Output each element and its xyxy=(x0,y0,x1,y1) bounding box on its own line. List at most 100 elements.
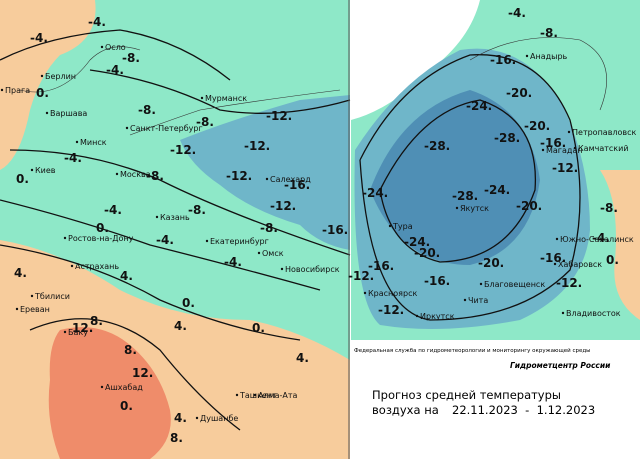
city-label: Хабаровск xyxy=(558,260,602,269)
city-label: Баку xyxy=(68,328,88,337)
isoline-label: -12. xyxy=(266,109,292,123)
isoline-label: -12. xyxy=(226,169,252,183)
city-label: Москва xyxy=(120,170,151,179)
city-dot xyxy=(155,215,159,219)
isoline-label: 8. xyxy=(124,343,137,357)
city-dot xyxy=(567,130,571,134)
city-label: Благовещенск xyxy=(484,280,545,289)
isoline-label: -8. xyxy=(188,203,206,217)
isoline-label: -12. xyxy=(170,143,196,157)
isoline-label: -20. xyxy=(524,119,550,133)
isoline-label: -28. xyxy=(452,189,478,203)
city-label: Новосибирск xyxy=(285,265,340,274)
city-label: Владивосток xyxy=(566,309,621,318)
city-label: Петропавловск xyxy=(572,128,637,137)
city-label: Казань xyxy=(160,213,190,222)
isoline-label: 4. xyxy=(296,351,309,365)
isoline-label: -12. xyxy=(348,269,374,283)
isoline-label: -4. xyxy=(88,15,106,29)
isoline-label: 8. xyxy=(170,431,183,445)
city-label: Южно-Сахалинск xyxy=(560,235,634,244)
isoline-label: -28. xyxy=(494,131,520,145)
isoline-label: -4. xyxy=(224,255,242,269)
city-dot xyxy=(30,168,34,172)
city-label: Мурманск xyxy=(205,94,247,103)
isoline-label: -4. xyxy=(64,151,82,165)
contour xyxy=(359,54,581,321)
city-label: Ашхабад xyxy=(105,383,143,392)
isoline-label: -4. xyxy=(592,231,610,245)
city-dot xyxy=(257,251,261,255)
region-warm xyxy=(600,170,640,320)
isoline-label: -20. xyxy=(414,246,440,260)
city-dot xyxy=(455,206,459,210)
coastline xyxy=(19,46,341,136)
city-dot xyxy=(541,148,545,152)
title-line2: воздуха на xyxy=(372,403,439,417)
city-dot xyxy=(30,294,34,298)
city-label: Магадан xyxy=(546,146,583,155)
isoline-label: -16. xyxy=(490,53,516,67)
contour xyxy=(9,149,351,256)
city-label: Ростов-на-Дону xyxy=(68,234,134,243)
city-dot xyxy=(235,393,239,397)
city-label: Якутск xyxy=(460,204,489,213)
city-dot xyxy=(40,74,44,78)
isoline-label: -4. xyxy=(508,6,526,20)
isoline-label: 4. xyxy=(174,319,187,333)
isoline-label: -12. xyxy=(552,161,578,175)
isoline-label: -12. xyxy=(270,199,296,213)
isoline-label: -12. xyxy=(244,139,270,153)
contour xyxy=(0,199,321,291)
isoline-label: -20. xyxy=(506,86,532,100)
isoline-label: -8. xyxy=(260,221,278,235)
city-label: Чита xyxy=(468,296,488,305)
isoline-label: -8. xyxy=(146,169,164,183)
contour xyxy=(379,99,537,263)
city-dot xyxy=(63,236,67,240)
isoline-label: 0. xyxy=(16,172,29,186)
city-dot xyxy=(415,314,419,318)
title-period: 22.11.2023 - 1.12.2023 xyxy=(452,403,595,417)
isoline-label: 0. xyxy=(606,253,619,267)
city-label: Санкт-Петербург xyxy=(130,124,203,133)
city-dot xyxy=(200,96,204,100)
city-label: Прага xyxy=(5,86,30,95)
isoline-label: -20. xyxy=(478,256,504,270)
isoline-label: -16. xyxy=(424,274,450,288)
city-label: Омск xyxy=(262,249,284,258)
isoline-label: -8. xyxy=(196,115,214,129)
isoline-label: -8. xyxy=(540,26,558,40)
city-dot xyxy=(479,282,483,286)
isoline-label: -24. xyxy=(362,186,388,200)
isoline-label: 12. xyxy=(72,321,93,335)
city-label: Тура xyxy=(392,222,413,231)
city-label: Красноярск xyxy=(368,289,417,298)
isoline-label: 0. xyxy=(36,86,49,100)
city-dot xyxy=(115,172,119,176)
caption-panel xyxy=(351,340,640,459)
city-dot xyxy=(253,393,257,397)
city-dot xyxy=(388,224,392,228)
isoline-label: -16. xyxy=(322,223,348,237)
isoline-label: 8. xyxy=(90,314,103,328)
city-dot xyxy=(100,385,104,389)
right-map: Федеральная служба по гидрометеорологии … xyxy=(351,0,640,459)
city-dot xyxy=(195,416,199,420)
coastline xyxy=(469,37,607,111)
city-label: Тбилиси xyxy=(34,292,70,301)
region-cold xyxy=(180,95,350,250)
isoline-label: -24. xyxy=(484,183,510,197)
region-warm xyxy=(0,0,96,170)
contour xyxy=(29,318,241,431)
isoline-label: -20. xyxy=(516,199,542,213)
title-line1: Прогноз средней температуры xyxy=(372,388,561,402)
city-label: Камчатский xyxy=(578,144,629,153)
isoline-label: -16. xyxy=(284,178,310,192)
agency: Федеральная служба по гидрометеорологии … xyxy=(354,347,591,354)
isoline-label: 0. xyxy=(252,321,265,335)
isoline-label: -4. xyxy=(156,233,174,247)
isoline-label: 4. xyxy=(120,269,133,283)
city-dot xyxy=(561,311,565,315)
isoline-label: -4. xyxy=(106,63,124,77)
